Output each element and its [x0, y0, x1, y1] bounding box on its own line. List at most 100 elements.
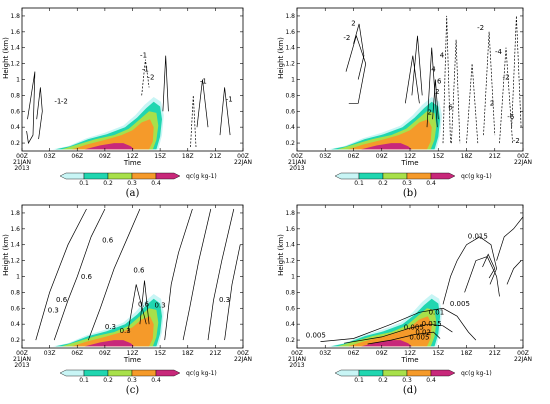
colorbar-label: qc(g kg-1): [461, 370, 492, 377]
contour-line: [506, 260, 522, 285]
contour-label: 0.6: [56, 296, 68, 304]
contour-label: 0.015: [468, 232, 488, 240]
contour-line: [442, 15, 451, 144]
x-tick-label: 03Z: [319, 350, 331, 357]
y-tick-label: 1.6: [285, 226, 295, 233]
contour-line: [442, 236, 497, 305]
panel-label: (b): [403, 188, 417, 199]
panel-label: (a): [126, 188, 140, 199]
y-tick-label: 0.4: [10, 124, 20, 131]
colorbar-segment: [382, 172, 408, 180]
colorbar-segment: [107, 369, 133, 377]
x-tick-label: 12Z: [404, 153, 416, 160]
x-tick-label: 03Z: [44, 350, 56, 357]
x-tick-date: 22JAN: [514, 356, 532, 363]
y-tick-label: 0.4: [10, 321, 20, 328]
qc-level-3: [71, 316, 154, 347]
contour-line: [482, 253, 496, 279]
y-axis-label: Height (km): [2, 234, 10, 276]
contour-label: 0.6: [102, 236, 114, 244]
contour-label: 4: [440, 51, 445, 59]
x-axis-label: Time: [400, 356, 418, 364]
panel-4: 0.0050.0150.0050.010.0050.0150.0050.020.…: [277, 204, 532, 396]
x-tick-label: 00Z: [237, 350, 249, 357]
contour-label: 0.01: [429, 309, 445, 317]
y-tick-label: 1.4: [285, 45, 295, 52]
y-axis-label: Height (km): [277, 37, 285, 79]
colorbar-segment: [430, 172, 456, 180]
contour-label: 0.6: [133, 267, 145, 275]
contour-label: 0.005: [450, 300, 470, 308]
qc-level-3: [347, 316, 432, 347]
contour-line: [162, 55, 169, 112]
contour-label: -2: [477, 24, 484, 32]
y-tick-label: 0.6: [10, 305, 20, 312]
colorbar-level-label: 0.1: [79, 377, 89, 384]
x-tick-label: 09Z: [99, 350, 111, 357]
colorbar-level-label: 0.1: [354, 180, 364, 187]
contour-label: 0.005: [409, 333, 429, 341]
x-tick-date: 22JAN: [234, 159, 252, 166]
contour-line: [466, 63, 479, 144]
x-tick-label: 12Z: [404, 350, 416, 357]
x-tick-label: 06Z: [71, 350, 83, 357]
contour-label: 0.005: [306, 332, 326, 340]
y-tick-label: 1.8: [285, 210, 295, 217]
colorbar-segment: [131, 172, 157, 180]
y-tick-label: 1: [291, 274, 295, 281]
qc-level-4: [84, 340, 135, 347]
y-tick-label: 0.4: [285, 124, 295, 131]
contour-line: [26, 71, 36, 145]
x-axis-label: Time: [123, 356, 141, 364]
colorbar-segment: [358, 369, 384, 377]
x-tick-date: 22JAN: [514, 159, 532, 166]
contour-label: 2: [351, 19, 355, 27]
x-tick-label: 15Z: [432, 350, 444, 357]
y-tick-label: 1.4: [285, 242, 295, 249]
colorbar-label: qc(g kg-1): [186, 370, 217, 377]
colorbar-segment: [59, 369, 85, 377]
x-tick-label: 06Z: [348, 350, 360, 357]
y-axis-label: Height (km): [277, 234, 285, 276]
contour-label: -1: [200, 77, 207, 85]
contour-line: [139, 280, 150, 325]
contour-label: 6: [448, 104, 453, 112]
y-tick-label: 1.6: [285, 29, 295, 36]
y-tick-label: 0.2: [285, 337, 295, 344]
colorbar-level-label: 0.2: [378, 180, 388, 187]
x-tick-date: 21JAN: [13, 356, 31, 363]
y-tick-label: 0.8: [10, 92, 20, 99]
contour-line: [432, 79, 439, 120]
qc-level-4: [84, 143, 135, 150]
colorbar-segment: [131, 369, 157, 377]
y-tick-label: 0.2: [10, 337, 20, 344]
y-tick-label: 1.8: [10, 13, 20, 20]
contour-label: 0.3: [120, 327, 131, 335]
contour-line: [367, 331, 441, 345]
contour-line: [464, 256, 500, 297]
colorbar-label: qc(g kg-1): [461, 173, 492, 180]
contour-line: [451, 39, 461, 144]
x-tick-label: 00Z: [16, 153, 28, 160]
y-tick-label: 1.8: [285, 13, 295, 20]
colorbar-level-label: 0.2: [103, 377, 113, 384]
contour-label: -2: [343, 34, 350, 42]
y-tick-label: 0.8: [10, 289, 20, 296]
contour-label: -1: [142, 66, 149, 74]
contour-line: [496, 216, 524, 261]
qc-level-4: [361, 340, 412, 347]
panel-label: (c): [126, 385, 140, 396]
colorbar-level-label: 0.3: [127, 377, 137, 384]
contour-line: [499, 47, 513, 144]
colorbar-level-label: 0.3: [402, 180, 412, 187]
x-tick-year: 2013: [289, 165, 304, 172]
x-tick-label: 12Z: [127, 153, 139, 160]
colorbar-segment: [155, 172, 181, 180]
contour-line: [35, 208, 87, 341]
y-tick-label: 1.4: [10, 45, 20, 52]
contour-line: [196, 79, 209, 128]
y-tick-label: 1: [16, 77, 20, 84]
colorbar-segment: [406, 172, 432, 180]
x-tick-label: 00Z: [237, 153, 249, 160]
